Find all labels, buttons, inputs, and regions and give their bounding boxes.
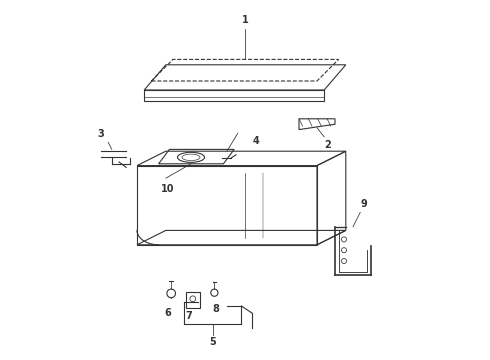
Text: 3: 3 [98, 129, 104, 139]
Text: 10: 10 [161, 184, 174, 194]
Text: 5: 5 [209, 337, 216, 347]
Text: 9: 9 [361, 199, 367, 209]
Text: 4: 4 [252, 136, 259, 146]
Text: 1: 1 [242, 15, 248, 25]
Text: 6: 6 [164, 308, 171, 318]
Text: 2: 2 [324, 140, 331, 150]
Text: 7: 7 [186, 311, 193, 321]
Text: 8: 8 [213, 304, 220, 314]
